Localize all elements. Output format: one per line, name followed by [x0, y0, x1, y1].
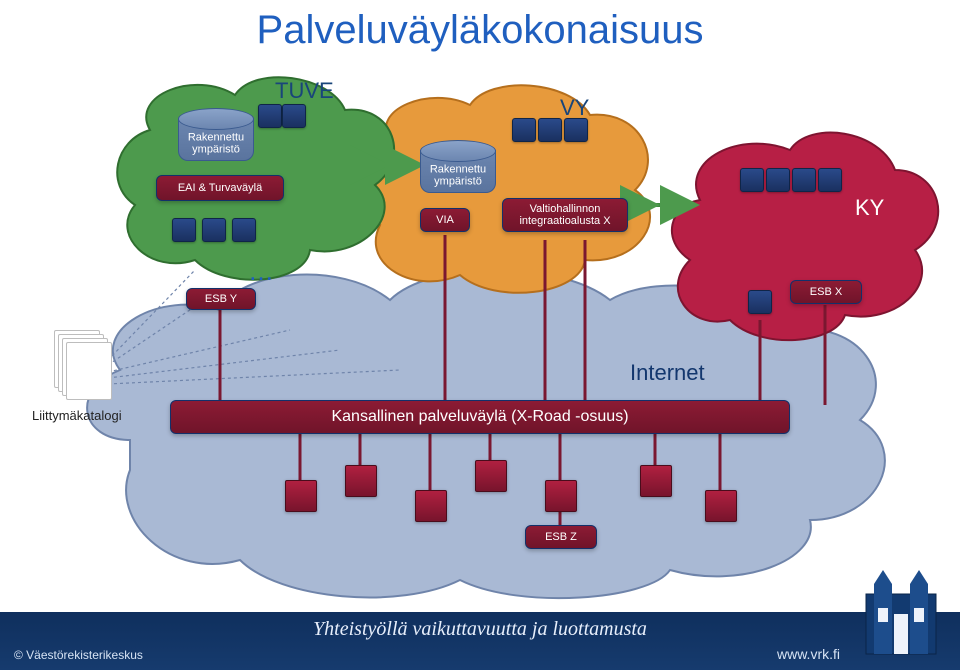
footer-logo [856, 564, 946, 664]
footer-copyright: © Väestörekisterikeskus [14, 648, 143, 662]
cube-1 [285, 480, 317, 512]
cube-2 [345, 465, 377, 497]
via-box: VIA [420, 208, 470, 232]
ky-label: KY [855, 195, 884, 221]
tuve-cyl-label: Rakennettuympäristö [179, 132, 253, 156]
tuve-cylinder: Rakennettuympäristö [178, 118, 254, 161]
doc-stack [54, 330, 110, 400]
esb-z-box: ESB Z [525, 525, 597, 549]
cube-4 [475, 460, 507, 492]
cloud-internet [87, 270, 885, 598]
bus-box: Kansallinen palveluväylä (X-Road -osuus) [170, 400, 790, 434]
vy-mb-2 [538, 118, 562, 142]
liittyma-label: Liittymäkatalogi [32, 408, 122, 423]
cube-7 [705, 490, 737, 522]
vy-cyl-label: Rakennettuympäristö [421, 164, 495, 188]
cube-6 [640, 465, 672, 497]
footer-url: www.vrk.fi [777, 646, 840, 662]
ky-mb-low [748, 290, 772, 314]
esb-y-box: ESB Y [186, 288, 256, 310]
cloud-ky [672, 133, 938, 341]
dotted-lines [108, 270, 400, 384]
ky-mb-2 [766, 168, 790, 192]
cube-3 [415, 490, 447, 522]
tuve-minibox-1 [258, 104, 282, 128]
footer-slogan: Yhteistyöllä vaikuttavuutta ja luottamus… [0, 618, 960, 641]
tuve-mb-c [232, 218, 256, 242]
vy-cylinder: Rakennettuympäristö [420, 150, 496, 193]
vy-mb-3 [564, 118, 588, 142]
eai-box: EAI & Turvaväylä [156, 175, 284, 201]
tuve-mb-b [202, 218, 226, 242]
vy-mb-1 [512, 118, 536, 142]
esb-x-box: ESB X [790, 280, 862, 304]
cloud-vy [358, 85, 650, 292]
ky-mb-1 [740, 168, 764, 192]
tuve-mb-a [172, 218, 196, 242]
diagram-svg [0, 0, 960, 670]
tuve-ellipsis: … [248, 256, 274, 287]
tuve-minibox-2 [282, 104, 306, 128]
cube-5 [545, 480, 577, 512]
tuve-label: TUVE [275, 78, 334, 104]
ky-mb-3 [792, 168, 816, 192]
valtio-box: Valtiohallinnonintegraatioalusta X [502, 198, 628, 232]
footer: Yhteistyöllä vaikuttavuutta ja luottamus… [0, 612, 960, 670]
page-title: Palveluväyläkokonaisuus [0, 8, 960, 53]
internet-label: Internet [630, 360, 705, 386]
ky-mb-4 [818, 168, 842, 192]
